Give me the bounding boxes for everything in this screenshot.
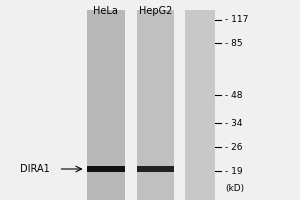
Bar [136,10,174,200]
Text: (kD): (kD) [225,184,244,193]
Bar [87,10,124,200]
Text: - 117: - 117 [225,16,248,24]
Bar [87,166,124,172]
Text: - 26: - 26 [225,142,242,152]
Text: HeLa: HeLa [93,6,118,16]
Text: HepG2: HepG2 [139,6,172,16]
Text: - 34: - 34 [225,118,242,128]
Text: - 48: - 48 [225,90,242,99]
Bar [136,166,174,172]
Bar [184,10,214,200]
Text: - 19: - 19 [225,166,243,176]
Text: DIRA1: DIRA1 [20,164,50,174]
Text: - 85: - 85 [225,38,243,47]
